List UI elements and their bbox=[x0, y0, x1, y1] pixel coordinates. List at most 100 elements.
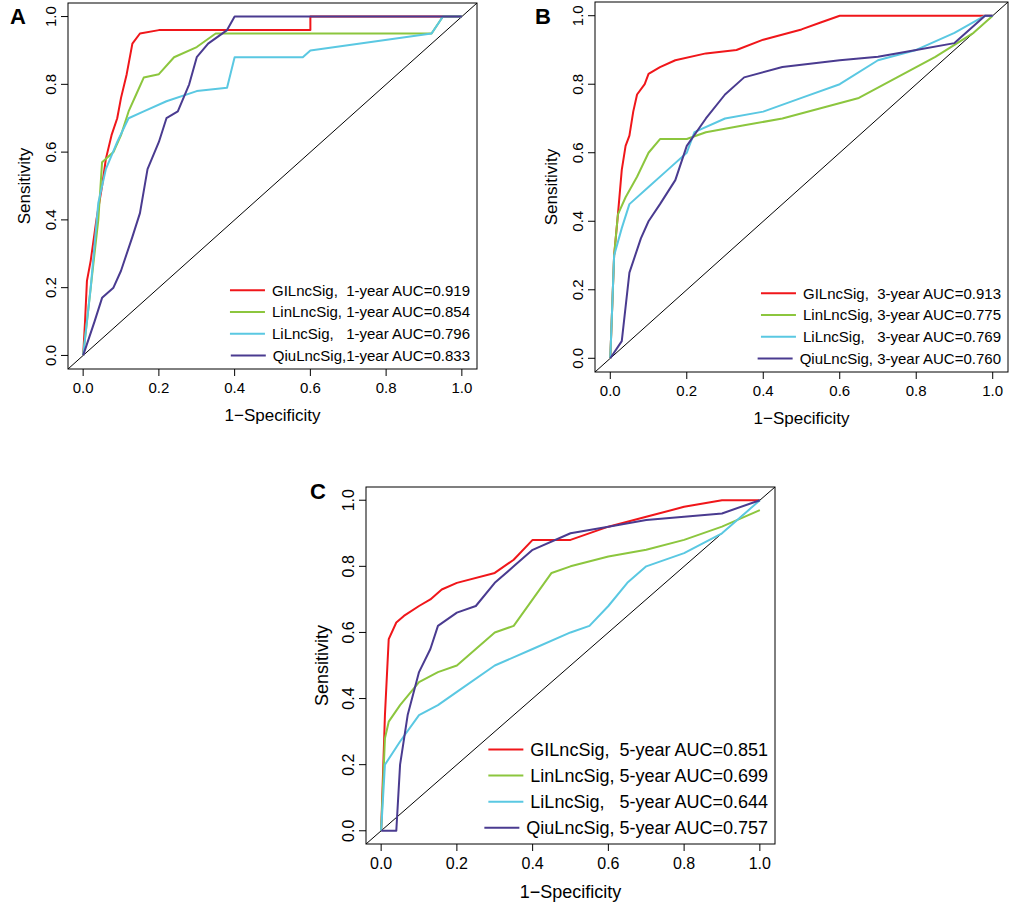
x-tick-label: 0.2 bbox=[446, 855, 468, 872]
y-tick-label: 1.0 bbox=[42, 6, 59, 27]
x-tick bbox=[839, 372, 840, 379]
x-tick bbox=[686, 372, 687, 379]
x-tick-label: 0.2 bbox=[676, 382, 697, 399]
plot-frame bbox=[68, 3, 477, 369]
legend-label: GILncSig, 1-year AUC=0.919 bbox=[272, 282, 470, 299]
x-tick-label: 0.8 bbox=[376, 379, 397, 396]
y-tick-label: 0.6 bbox=[340, 621, 357, 643]
y-axis-label: Sensitivity bbox=[312, 625, 332, 706]
y-tick bbox=[588, 221, 595, 222]
y-tick bbox=[359, 632, 366, 633]
legend-label: LiLncSig, 5-year AUC=0.644 bbox=[530, 792, 768, 812]
legend-swatch bbox=[484, 827, 519, 829]
legend-swatch bbox=[230, 289, 265, 291]
panel-label: C bbox=[310, 479, 326, 504]
legend-label: LinLncSig, 3-year AUC=0.775 bbox=[803, 306, 1001, 323]
x-tick bbox=[763, 372, 764, 379]
y-tick bbox=[588, 15, 595, 16]
x-tick bbox=[684, 844, 685, 851]
plot-frame bbox=[595, 2, 1008, 372]
y-tick bbox=[359, 500, 366, 501]
y-tick-label: 0.2 bbox=[42, 277, 59, 298]
y-tick bbox=[61, 152, 68, 153]
legend-label: QiuLncSig, 3-year AUC=0.760 bbox=[800, 350, 1001, 367]
x-tick bbox=[158, 369, 159, 376]
y-tick-label: 0.4 bbox=[42, 209, 59, 230]
y-axis-label: Sensitivity bbox=[542, 148, 561, 225]
legend-swatch bbox=[488, 801, 523, 803]
x-tick-label: 0.4 bbox=[753, 382, 774, 399]
panel-label: B bbox=[535, 4, 551, 29]
x-tick-label: 0.6 bbox=[829, 382, 850, 399]
y-tick bbox=[61, 287, 68, 288]
legend-swatch bbox=[230, 311, 265, 313]
x-tick bbox=[456, 844, 457, 851]
y-tick bbox=[61, 84, 68, 85]
y-tick-label: 0.4 bbox=[340, 687, 357, 709]
y-tick bbox=[359, 764, 366, 765]
legend: GILncSig, 1-year AUC=0.919LinLncSig, 1-y… bbox=[230, 282, 470, 364]
y-tick-label: 0.0 bbox=[569, 348, 586, 369]
y-tick bbox=[588, 358, 595, 359]
plot-area bbox=[68, 3, 477, 369]
x-tick bbox=[608, 844, 609, 851]
legend-label: LiLncSig, 3-year AUC=0.769 bbox=[803, 328, 1001, 345]
y-tick-label: 1.0 bbox=[569, 5, 586, 26]
y-tick bbox=[359, 830, 366, 831]
y-tick bbox=[61, 16, 68, 17]
x-tick bbox=[916, 372, 917, 379]
reference-diagonal bbox=[595, 2, 1008, 372]
legend-swatch bbox=[761, 314, 796, 316]
legend-swatch bbox=[231, 355, 266, 357]
y-tick-label: 0.8 bbox=[340, 555, 357, 577]
panel: A 0.0 0.2 0.4 0.6 0.8 1.0 0.0 0.2 0.4 0.6 0.8 1.0 1−S… bbox=[10, 3, 477, 425]
reference-diagonal bbox=[366, 487, 775, 844]
x-tick-label: 0.6 bbox=[597, 855, 619, 872]
x-tick-label: 0.6 bbox=[300, 379, 321, 396]
x-tick-label: 0.0 bbox=[600, 382, 621, 399]
panel-label: A bbox=[10, 4, 26, 29]
y-tick-label: 0.8 bbox=[569, 74, 586, 95]
legend-label: LinLncSig, 5-year AUC=0.699 bbox=[530, 766, 768, 786]
legend-swatch bbox=[230, 333, 265, 335]
y-tick-label: 0.4 bbox=[569, 211, 586, 232]
x-tick bbox=[461, 369, 462, 376]
legend-swatch bbox=[761, 292, 796, 294]
x-axis-label: 1−Specificity bbox=[754, 409, 850, 428]
panel: C0.00.20.40.60.81.00.00.20.40.60.81.01−S… bbox=[310, 479, 775, 902]
x-tick bbox=[992, 372, 993, 379]
y-tick-label: 0.2 bbox=[340, 753, 357, 775]
x-tick bbox=[386, 369, 387, 376]
x-tick-label: 1.0 bbox=[982, 382, 1003, 399]
y-tick-label: 0.8 bbox=[42, 74, 59, 95]
y-tick bbox=[359, 698, 366, 699]
y-tick-label: 0.0 bbox=[340, 820, 357, 842]
y-tick bbox=[359, 566, 366, 567]
x-tick bbox=[610, 372, 611, 379]
x-axis-label: 1−Specificity bbox=[225, 406, 321, 425]
x-tick bbox=[759, 844, 760, 851]
legend-label: GILncSig, 3-year AUC=0.913 bbox=[803, 285, 1001, 302]
x-tick-label: 0.0 bbox=[73, 379, 94, 396]
y-tick-label: 0.0 bbox=[42, 345, 59, 366]
x-tick-label: 0.2 bbox=[148, 379, 169, 396]
legend-label: LiLncSig, 1-year AUC=0.796 bbox=[272, 325, 470, 342]
figure: A 0.0 0.2 0.4 0.6 0.8 1.0 0.0 0.2 0.4 0.6 0.8 1.0 1−S… bbox=[0, 0, 1020, 918]
x-tick bbox=[310, 369, 311, 376]
x-tick bbox=[532, 844, 533, 851]
y-tick-label: 0.6 bbox=[42, 142, 59, 163]
y-tick-label: 0.2 bbox=[569, 279, 586, 300]
legend-swatch bbox=[488, 775, 523, 777]
x-tick-label: 0.4 bbox=[224, 379, 245, 396]
x-tick-label: 0.8 bbox=[673, 855, 695, 872]
y-tick bbox=[588, 152, 595, 153]
x-tick bbox=[381, 844, 382, 851]
legend-label: QiuLncSig,1-year AUC=0.833 bbox=[273, 347, 470, 364]
x-tick-label: 1.0 bbox=[451, 379, 472, 396]
plot-area bbox=[366, 487, 775, 844]
legend-swatch bbox=[758, 358, 793, 360]
y-tick bbox=[61, 355, 68, 356]
legend: GILncSig, 5-year AUC=0.851 LinLncSig, 5-y… bbox=[484, 740, 768, 838]
legend-label: GILncSig, 5-year AUC=0.851 bbox=[530, 740, 768, 760]
legend: GILncSig, 3-year AUC=0.913 LinLncSig, 3-y… bbox=[758, 285, 1001, 367]
